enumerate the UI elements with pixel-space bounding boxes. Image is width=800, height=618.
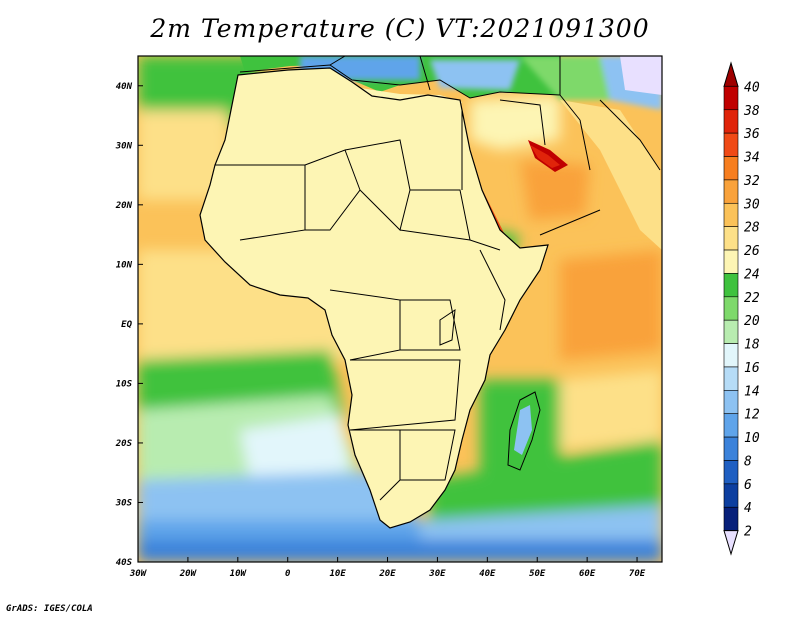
colorbar-swatch [723, 86, 739, 111]
colorbar-label: 20 [744, 314, 760, 329]
lat-tick-label: 20N [115, 201, 133, 211]
colorbar-label: 32 [743, 174, 760, 189]
colorbar-swatch [723, 296, 739, 321]
colorbar-swatch [723, 249, 739, 274]
lat-tick-label: 30N [115, 141, 133, 151]
colorbar-label: 30 [743, 197, 760, 212]
colorbar-swatch [723, 366, 739, 391]
axis-ticks: 30W 20W 10W 0 10E 20E 30E 40E 50E 60E 70E 40N 30N 20N… [115, 82, 646, 579]
colorbar-label: 34 [743, 151, 760, 166]
map-frame [137, 55, 663, 563]
colorbar-label: 14 [744, 384, 760, 399]
colorbar-label: 10 [744, 431, 760, 446]
colorbar-swatch [723, 436, 739, 461]
lat-tick-label: 30S [115, 498, 133, 508]
lon-tick-label: 50E [529, 569, 546, 579]
colorbar-swatch [723, 460, 739, 485]
lon-tick-label: 10W [230, 569, 248, 579]
colorbar-swatch [723, 319, 739, 344]
colorbar-swatch [723, 179, 739, 204]
lon-tick-label: 60E [579, 569, 596, 579]
colorbar-swatch [723, 273, 739, 298]
colorbar-label: 12 [744, 408, 760, 423]
country-borders [199, 56, 661, 529]
colorbar-label: 8 [744, 454, 752, 469]
colorbar-label: 26 [744, 244, 760, 259]
colorbar-label: 38 [743, 104, 760, 119]
colorbar-swatch [723, 156, 739, 181]
lon-tick-label: 40E [479, 569, 496, 579]
lat-tick-label: EQ [121, 320, 132, 330]
lat-tick-label: 20S [115, 439, 133, 449]
colorbar-label: 40 [744, 80, 760, 95]
colorbar-label: 24 [744, 267, 760, 282]
colorbar-swatch [723, 413, 739, 438]
colorbar-swatch [723, 483, 739, 508]
colorbar-swatch [723, 343, 739, 368]
lon-tick-label: 10E [329, 569, 346, 579]
lat-tick-label: 10N [116, 260, 133, 270]
lat-tick-label: 40S [116, 558, 133, 568]
lon-tick-label: 70E [629, 569, 646, 579]
colorbar-label: 16 [744, 361, 760, 376]
colorbar-swatch [723, 226, 739, 251]
lon-tick-label: 20E [378, 569, 396, 579]
colorbar-label: 28 [744, 221, 760, 236]
colorbar-label: 2 [744, 525, 752, 540]
colorbar-swatch [723, 109, 739, 134]
map-title: 2m Temperature (C) VT:2021091300 [150, 14, 650, 43]
grads-credit: GrADS: IGES/COLA [6, 604, 93, 614]
colorbar-label: 36 [743, 127, 760, 142]
colorbar-swatch [723, 202, 739, 227]
lon-tick-label: 30W [129, 569, 148, 579]
colorbar-label: 18 [744, 338, 760, 353]
colorbar-swatch [723, 506, 739, 531]
colorbar-label: 4 [744, 501, 752, 516]
colorbar-swatch [723, 132, 739, 157]
lat-tick-label: 40N [116, 82, 133, 92]
lat-tick-label: 10S [116, 379, 133, 389]
colorbar-label: 22 [744, 291, 760, 306]
colorbar: 40 38 36 34 32 30 28 26 24 22 20 18 16 14 12 10 8 6 4 2 [723, 61, 760, 556]
colorbar-over-triangle [723, 61, 739, 87]
colorbar-swatch [723, 390, 739, 415]
lon-tick-label: 20W [179, 569, 198, 579]
lon-tick-label: 0 [285, 569, 291, 579]
colorbar-label: 6 [744, 478, 752, 493]
colorbar-under-triangle [723, 530, 739, 556]
lon-tick-label: 30E [428, 569, 446, 579]
